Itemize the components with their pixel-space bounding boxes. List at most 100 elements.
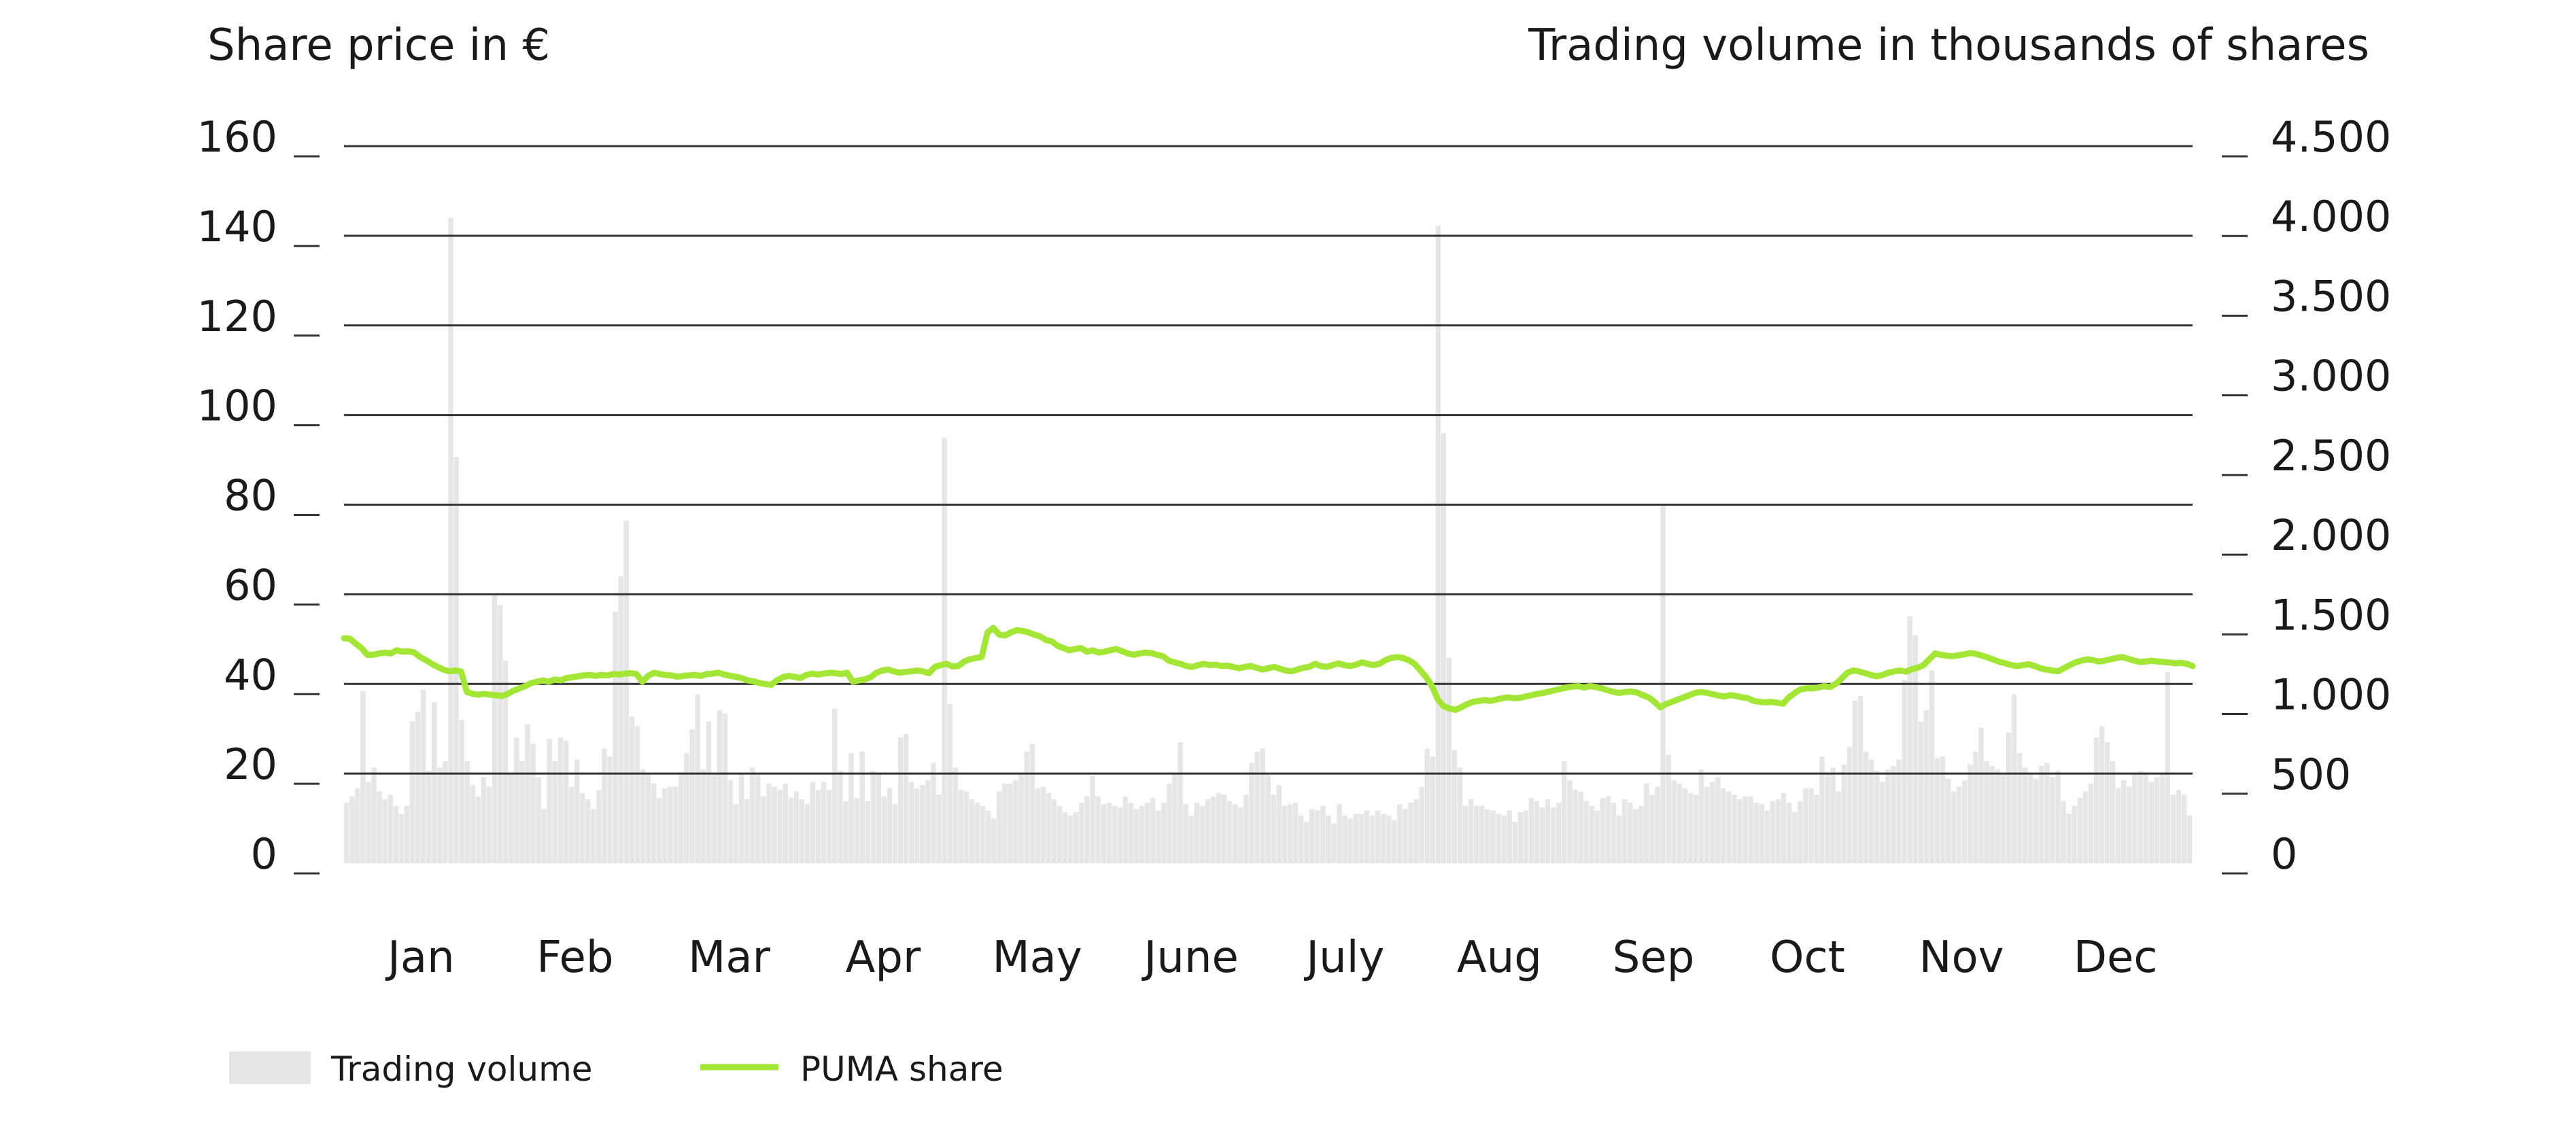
volume-bar — [1358, 814, 1364, 863]
month-label: Feb — [536, 933, 613, 983]
left-tick-label: 160 — [197, 112, 277, 162]
volume-bar — [536, 777, 541, 863]
volume-bar — [827, 790, 832, 863]
volume-bar — [1957, 786, 1962, 863]
volume-bar — [1512, 822, 1517, 863]
volume-bar — [700, 769, 706, 863]
volume-bar — [1331, 823, 1337, 863]
volume-bar — [443, 761, 448, 863]
volume-bar — [563, 740, 569, 863]
volume-bar — [1940, 756, 1946, 863]
volume-bar — [689, 729, 695, 863]
left-tick-label: 100 — [197, 381, 277, 431]
volume-bar — [377, 791, 382, 863]
volume-bar — [1468, 799, 1474, 863]
volume-bar — [1320, 805, 1326, 863]
volume-bar — [1029, 744, 1035, 863]
volume-bar — [1852, 700, 1858, 863]
volume-bar — [1682, 788, 1688, 863]
volume-bar — [2044, 763, 2050, 863]
volume-bar — [1441, 433, 1447, 863]
volume-bar — [1798, 801, 1803, 863]
volume-bar — [1446, 657, 1452, 863]
volume-bar — [525, 725, 530, 863]
volume-bar — [1621, 799, 1628, 863]
volume-bar — [1303, 822, 1309, 863]
volume-bar — [470, 785, 475, 863]
month-label: Mar — [688, 933, 770, 983]
volume-bar — [1287, 804, 1293, 863]
volume-bar — [1896, 759, 1902, 863]
volume-bar — [1644, 783, 1649, 863]
volume-bar — [1216, 793, 1222, 863]
volume-bar — [706, 721, 711, 863]
volume-bar — [1589, 805, 1594, 863]
volume-bar — [2082, 791, 2089, 863]
volume-bar — [1556, 802, 1562, 863]
volume-bar — [1874, 771, 1880, 863]
right-tick-label: 2.500 — [2271, 431, 2392, 481]
volume-bar — [1732, 795, 1737, 863]
volume-bar — [1408, 802, 1413, 863]
volume-bar — [645, 773, 651, 863]
volume-bar — [1008, 783, 1013, 863]
volume-bar — [1600, 797, 1606, 863]
volume-bar — [1156, 810, 1161, 863]
volume-bar — [892, 804, 898, 863]
volume-bar — [1260, 748, 1265, 863]
volume-bar — [1918, 721, 1924, 863]
volume-bar — [2148, 782, 2154, 863]
left-tick-label: 20 — [224, 740, 277, 789]
volume-bar — [1545, 799, 1551, 863]
volume-bar — [952, 767, 958, 863]
volume-bar — [1424, 748, 1430, 863]
volume-bar — [1929, 670, 1935, 863]
volume-bar — [475, 796, 481, 863]
volume-bar — [1485, 809, 1490, 863]
volume-bar — [448, 218, 453, 863]
volume-bar — [2121, 780, 2127, 863]
puma-share-line — [341, 625, 2196, 713]
volume-bar — [887, 788, 893, 863]
volume-bar — [1715, 777, 1721, 863]
left-tick-label: 80 — [224, 471, 277, 521]
volume-bar — [1523, 810, 1529, 863]
left-tick-label: 40 — [224, 650, 277, 699]
right-tick-label: 1.000 — [2271, 670, 2392, 720]
volume-bar — [432, 702, 437, 863]
volume-bar — [1095, 796, 1101, 863]
volume-bar — [398, 814, 405, 863]
volume-bar — [1934, 758, 1940, 863]
volume-bar — [1847, 746, 1853, 863]
volume-bar — [1501, 815, 1507, 863]
month-label: July — [1303, 933, 1384, 983]
volume-bar — [1178, 742, 1183, 863]
volume-bars — [344, 218, 2193, 864]
right-tick-label: 500 — [2271, 750, 2351, 799]
volume-bar — [1172, 773, 1178, 863]
volume-bar — [788, 797, 793, 863]
volume-bar — [344, 802, 349, 863]
volume-bar — [1528, 797, 1534, 863]
volume-bar — [1435, 226, 1441, 864]
volume-bar — [947, 703, 952, 863]
volume-bar — [1583, 801, 1589, 863]
volume-bar — [1397, 804, 1403, 863]
volume-bar — [1605, 796, 1611, 863]
volume-bar — [509, 773, 514, 863]
volume-bar — [1392, 820, 1397, 863]
volume-bar — [1106, 802, 1112, 863]
volume-bar — [1254, 751, 1260, 863]
volume-bar — [711, 773, 717, 863]
volume-bar — [1698, 769, 1704, 863]
volume-bar — [2176, 790, 2182, 863]
volume-bar — [942, 438, 947, 863]
volume-bar — [1040, 786, 1046, 863]
volume-bar — [481, 777, 487, 863]
volume-bar — [596, 790, 602, 863]
volume-bar — [1978, 727, 1984, 863]
volume-bar — [2006, 732, 2012, 863]
volume-bar — [2016, 753, 2023, 863]
volume-bar — [2181, 795, 2187, 863]
volume-bar — [974, 802, 980, 863]
